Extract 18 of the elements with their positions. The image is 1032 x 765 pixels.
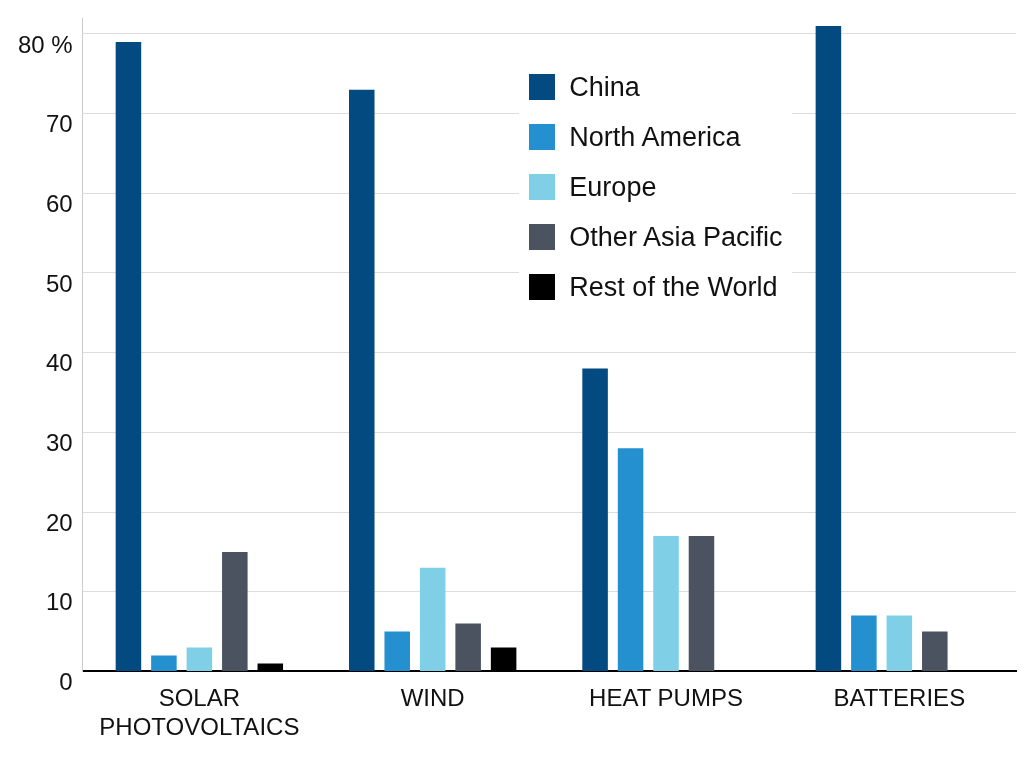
x-tick-label: BATTERIES <box>833 684 966 712</box>
y-tick-label: 60 <box>46 189 73 217</box>
legend-label: China <box>569 71 640 103</box>
y-tick-label: 10 <box>46 588 73 616</box>
legend-label: Europe <box>569 171 657 203</box>
legend-label: Rest of the World <box>569 271 778 303</box>
x-tick-label: WIND <box>400 684 465 712</box>
y-tick-label: 40 <box>46 349 73 377</box>
y-tick-label: 80 % <box>18 30 73 58</box>
y-tick-label: 20 <box>46 508 73 536</box>
y-tick-label: 0 <box>59 668 73 696</box>
y-tick-label: 50 <box>46 269 73 297</box>
legend-label: Other Asia Pacific <box>569 221 783 253</box>
y-tick-label: 70 <box>46 110 73 138</box>
x-tick-label: SOLAR PHOTOVOLTAICS <box>99 684 300 741</box>
legend-label: North America <box>569 121 741 153</box>
y-tick-label: 30 <box>46 428 73 456</box>
x-tick-label: HEAT PUMPS <box>589 684 743 712</box>
